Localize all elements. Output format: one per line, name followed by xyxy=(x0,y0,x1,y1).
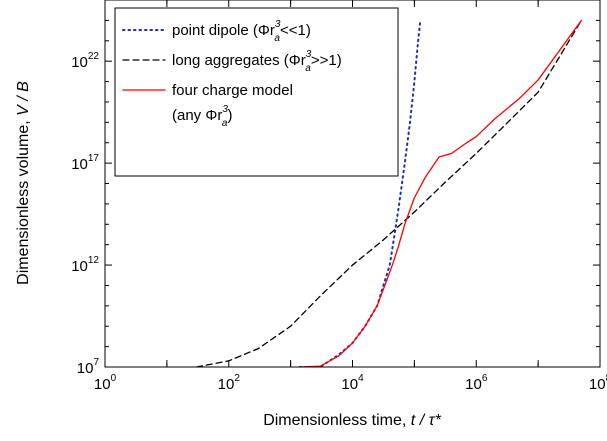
x-tick-label: 100 xyxy=(94,373,117,393)
y-tick-label: 107 xyxy=(77,357,100,377)
legend-label-line2: (any Φr3 a) xyxy=(172,104,232,129)
y-tick-label: 1012 xyxy=(71,255,99,275)
y-tick-label: 1017 xyxy=(71,153,99,173)
x-tick-label: 104 xyxy=(341,373,364,393)
legend: point dipole (Φr3 a<<1) long aggregates (Φ… xyxy=(114,7,399,177)
series-line-dashed xyxy=(195,19,583,367)
legend-label: four charge model xyxy=(172,82,293,99)
y-axis-title: Dimensionless volume, V / B xyxy=(15,81,32,285)
legend-label: point dipole (Φr3 a<<1) xyxy=(172,19,311,44)
series-line-dotted xyxy=(298,19,422,367)
series-line-solid xyxy=(299,19,583,367)
series-layer xyxy=(195,19,583,367)
x-tick-label: 102 xyxy=(218,373,241,393)
x-axis-title: Dimensionless time, t / τ* xyxy=(263,412,441,429)
legend-box xyxy=(114,7,399,177)
x-tick-label: 106 xyxy=(465,373,488,393)
x-tick-label: 108 xyxy=(589,373,607,393)
legend-label: long aggregates (Φr3 a>>1) xyxy=(172,49,342,74)
axes-layer: 100 102 104 106 108 107 1012 1017 1022 xyxy=(71,0,607,393)
y-tick-label: 1022 xyxy=(71,51,99,71)
